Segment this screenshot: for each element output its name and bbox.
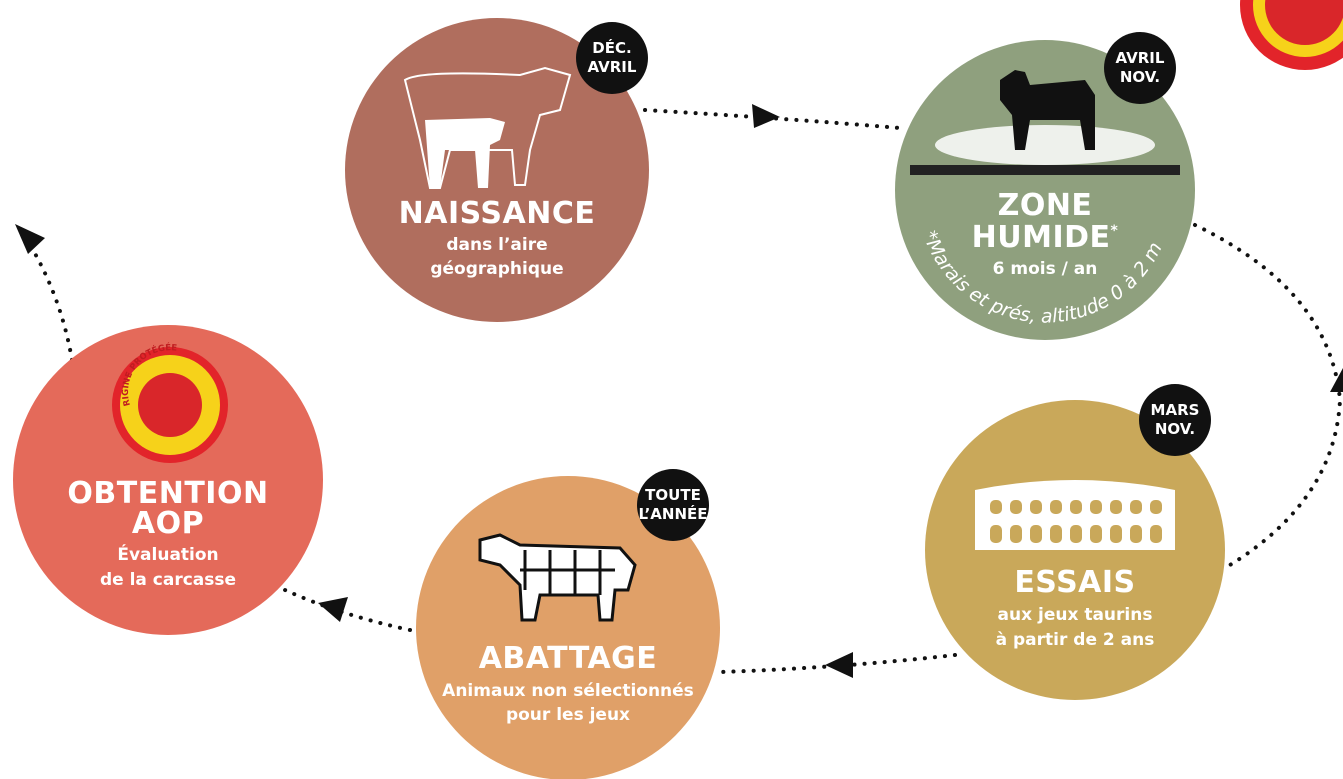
- corner-seal: [1240, 0, 1343, 70]
- node-abattage: ABATTAGE Animaux non sélectionnés pour l…: [416, 469, 720, 779]
- node-essais: ESSAIS aux jeux taurins à partir de 2 an…: [925, 384, 1225, 700]
- node-title: NAISSANCE: [399, 196, 596, 231]
- title-mark: *: [1111, 223, 1119, 239]
- badge-text: NOV.: [1120, 68, 1160, 86]
- node-subtitle: aux jeux taurins: [998, 605, 1153, 625]
- node-naissance: NAISSANCE dans l’aire géographique DÉC. …: [345, 18, 649, 322]
- node-obtention: APPELLATION D’ORIGINE PROTÉGÉE OBTENTION…: [0, 0, 323, 635]
- node-text: 6 mois / an: [993, 259, 1098, 279]
- node-text: dans l’aire: [446, 235, 547, 255]
- cycle-diagram: NAISSANCE dans l’aire géographique DÉC. …: [0, 0, 1343, 779]
- node-title: AOP: [132, 506, 204, 541]
- node-title: HUMIDE*: [972, 220, 1119, 255]
- badge-text: DÉC.: [592, 38, 631, 57]
- node-text: à partir de 2 ans: [996, 630, 1155, 650]
- title-text: HUMIDE: [972, 220, 1111, 255]
- node-title: ZONE: [998, 188, 1093, 223]
- badge-text: AVRIL: [1116, 49, 1165, 67]
- badge-text: NOV.: [1155, 420, 1195, 438]
- node-text: géographique: [430, 259, 563, 279]
- badge-text: TOUTE: [645, 486, 701, 504]
- node-title: ESSAIS: [1014, 565, 1135, 600]
- node-title: ABATTAGE: [479, 641, 658, 676]
- node-text: de la carcasse: [100, 570, 236, 590]
- badge-text: AVRIL: [588, 58, 637, 76]
- badge-text: MARS: [1151, 401, 1200, 419]
- node-text: Évaluation: [117, 543, 218, 565]
- badge-text: L’ANNÉE: [638, 504, 707, 523]
- node-text: pour les jeux: [506, 705, 630, 725]
- node-zone-humide: ZONE HUMIDE* 6 mois / an *Marais et prés…: [895, 32, 1195, 340]
- node-text: Animaux non sélectionnés: [442, 681, 694, 701]
